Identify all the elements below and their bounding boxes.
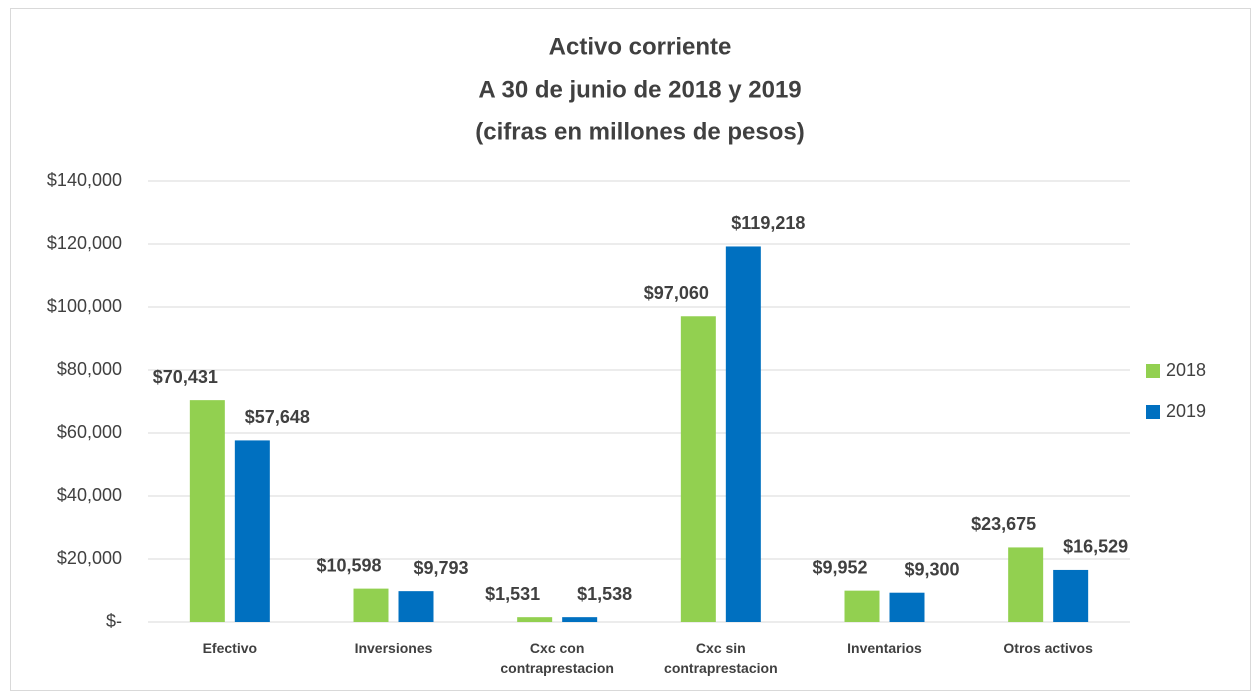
bar xyxy=(1008,547,1044,622)
chart-subtitle: A 30 de junio de 2018 y 2019 xyxy=(478,76,801,103)
x-tick-label: Efectivo xyxy=(202,640,258,656)
bar xyxy=(353,588,389,622)
legend-swatch xyxy=(1146,364,1160,378)
bar xyxy=(680,316,716,622)
bar xyxy=(189,400,225,622)
y-tick-label: $140,000 xyxy=(47,170,122,190)
data-label: $119,218 xyxy=(731,213,805,233)
data-label: $70,431 xyxy=(153,367,218,387)
data-label: $16,529 xyxy=(1063,537,1128,557)
x-tick-label: Inversiones xyxy=(354,640,433,656)
legend-label: 2019 xyxy=(1166,401,1206,421)
x-tick-label: Otros activos xyxy=(1003,640,1093,656)
data-label: $9,300 xyxy=(904,559,959,579)
x-tick-label: Inventarios xyxy=(847,640,922,656)
y-tick-label: $40,000 xyxy=(57,485,122,505)
y-tick-label: $80,000 xyxy=(57,359,122,379)
y-tick-label: $- xyxy=(106,611,122,631)
bar xyxy=(725,246,761,622)
x-tick-label: Cxc con contraprestacion xyxy=(500,640,614,676)
data-label: $9,952 xyxy=(812,557,867,577)
legend-label: 2018 xyxy=(1166,360,1206,380)
data-label: $1,538 xyxy=(577,584,632,604)
data-label: $57,648 xyxy=(245,407,310,427)
data-label: $9,793 xyxy=(413,558,468,578)
bar xyxy=(398,591,434,622)
bar xyxy=(562,617,598,622)
y-tick-label: $120,000 xyxy=(47,233,122,253)
bar xyxy=(889,592,925,622)
data-label: $23,675 xyxy=(971,514,1036,534)
y-tick-label: $20,000 xyxy=(57,548,122,568)
bar xyxy=(517,617,553,622)
x-tick-label: Cxc sin contraprestacion xyxy=(664,640,778,676)
chart-title: Activo corriente xyxy=(549,33,732,60)
y-tick-label: $60,000 xyxy=(57,422,122,442)
data-label: $1,531 xyxy=(485,584,540,604)
bar xyxy=(1053,569,1089,622)
bar xyxy=(234,440,270,622)
data-label: $97,060 xyxy=(644,283,709,303)
chart-subtitle: (cifras en millones de pesos) xyxy=(475,118,804,145)
legend-swatch xyxy=(1146,405,1160,419)
bar xyxy=(844,590,880,622)
y-tick-label: $100,000 xyxy=(47,296,122,316)
data-label: $10,598 xyxy=(316,555,381,575)
